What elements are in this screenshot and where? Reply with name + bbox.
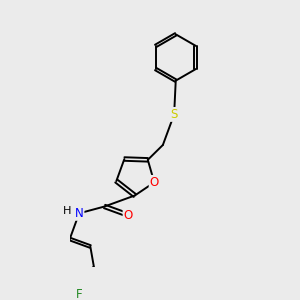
Text: O: O <box>124 208 133 222</box>
Text: F: F <box>76 288 83 300</box>
Text: H: H <box>63 206 71 216</box>
Text: O: O <box>150 176 159 189</box>
Text: N: N <box>75 207 83 220</box>
Text: S: S <box>170 108 178 121</box>
